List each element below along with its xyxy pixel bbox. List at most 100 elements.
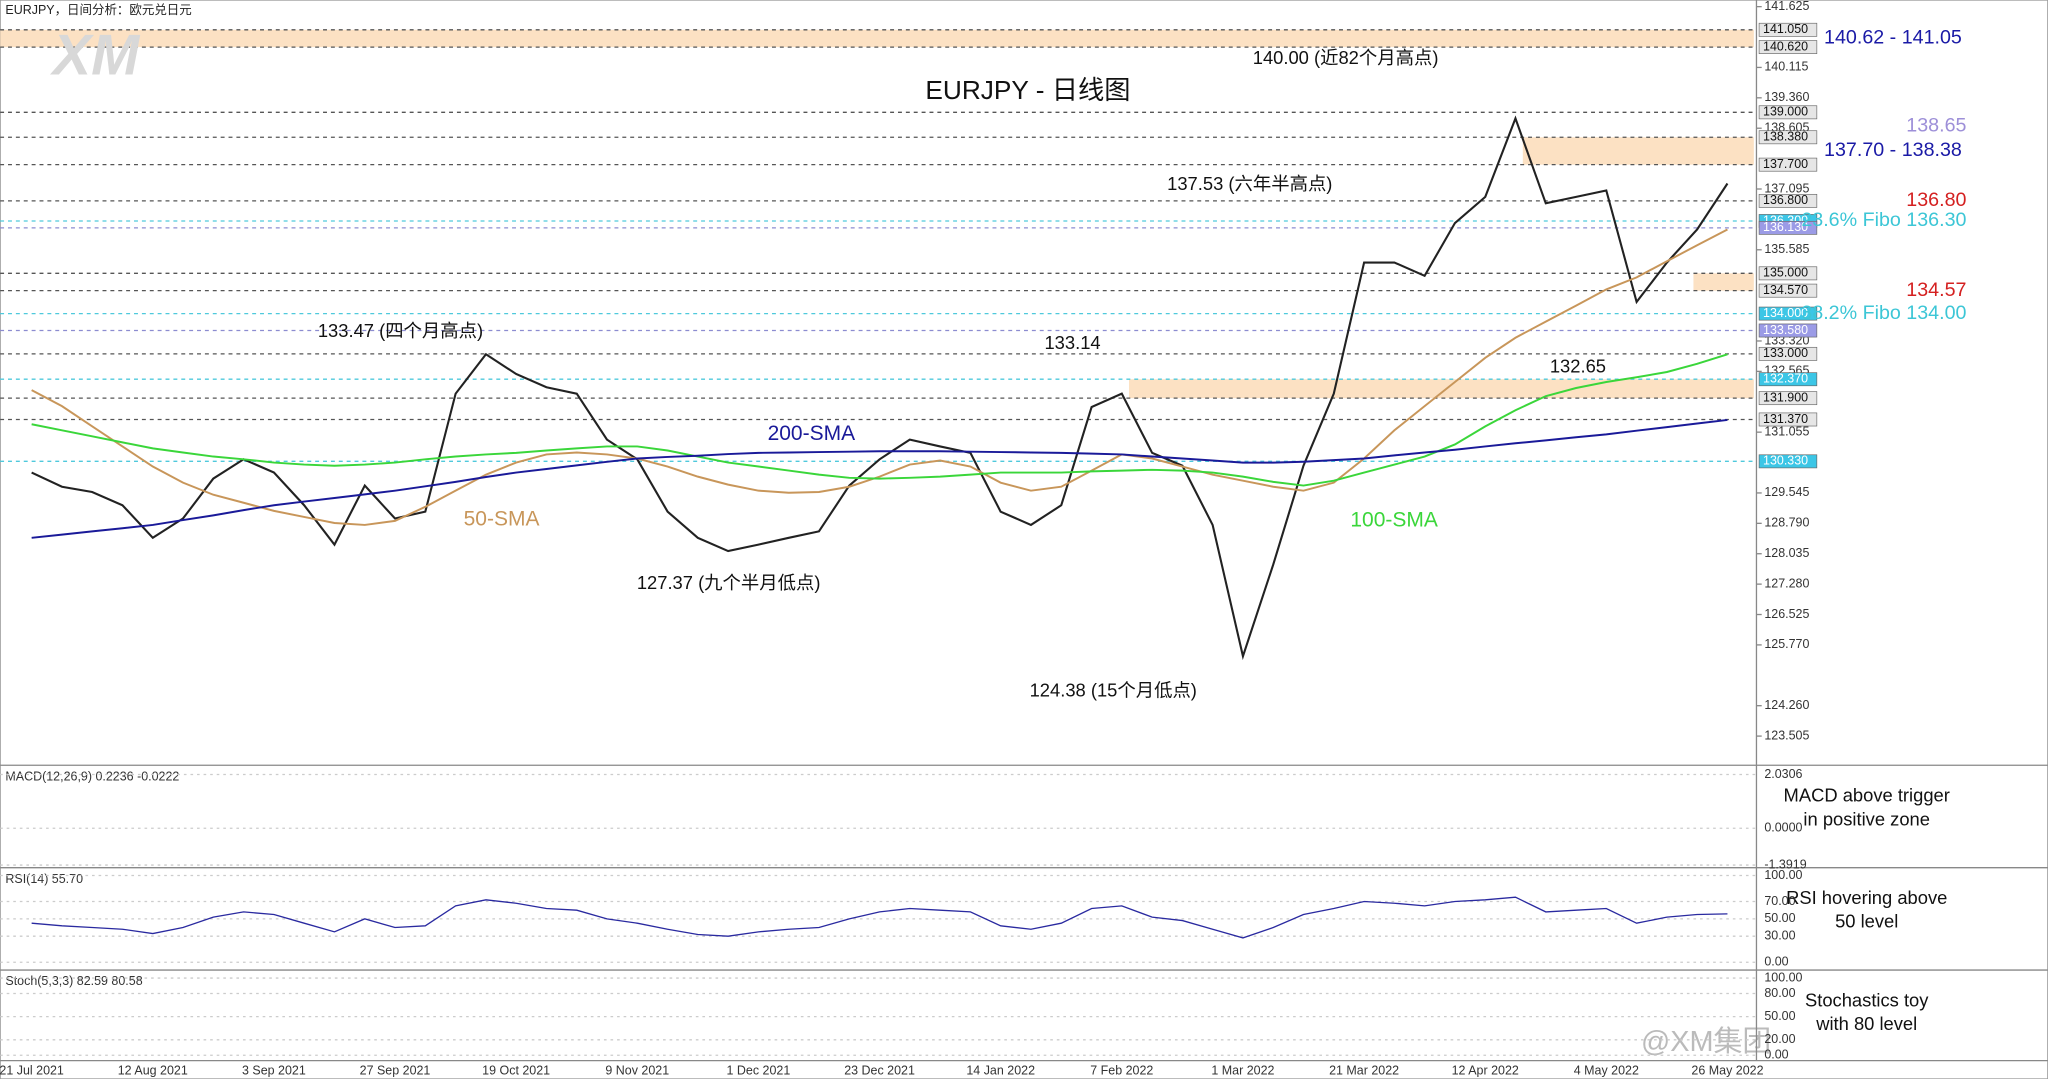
panel-note: with 80 level	[1815, 1013, 1917, 1034]
level-box	[1758, 391, 1818, 406]
series-label: 100-SMA	[1350, 509, 1438, 532]
series-line	[31, 418, 1728, 539]
panel-tick-label: 0.0000	[1764, 821, 1802, 835]
panel-tick-label: 20.00	[1764, 1032, 1795, 1046]
x-tick-label: 12 Apr 2022	[1452, 1063, 1519, 1077]
annotation: 124.38 (15个月低点)	[1030, 680, 1197, 701]
level-box	[1758, 157, 1818, 172]
level-note: 136.80	[1906, 189, 1966, 211]
y-tick-label: 131.055	[1764, 424, 1809, 438]
level-note: 23.6% Fibo 136.30	[1801, 209, 1966, 231]
logo: XM	[50, 23, 142, 87]
panel-tick-label: -1.3919	[1764, 857, 1806, 871]
x-tick-label: 14 Jan 2022	[966, 1063, 1035, 1077]
panel-tick-label: 50.00	[1764, 1009, 1795, 1023]
level-box	[1758, 346, 1818, 361]
x-tick-label: 3 Sep 2021	[242, 1063, 306, 1077]
level-box	[1758, 323, 1818, 338]
level-note: 134.57	[1906, 279, 1966, 301]
level-label: 132.370	[1763, 372, 1808, 386]
level-label: 136.130	[1763, 220, 1808, 234]
level-label: 134.000	[1763, 306, 1808, 320]
zone	[0, 29, 1754, 48]
x-tick-label: 21 Jul 2021	[0, 1063, 64, 1077]
y-tick-label: 128.790	[1764, 516, 1809, 530]
panel-tick-label: 50.00	[1764, 911, 1795, 925]
zone	[1522, 137, 1754, 165]
panel-note: RSI hovering above	[1786, 887, 1947, 908]
level-box	[1758, 130, 1818, 145]
panel-tick-label: 30.00	[1764, 929, 1795, 943]
y-tick-label: 128.035	[1764, 546, 1809, 560]
level-note: 138.65	[1906, 115, 1966, 137]
panel-tick-label: 100.00	[1764, 868, 1802, 882]
annotation: 133.47 (四个月高点)	[318, 320, 483, 341]
x-tick-label: 19 Oct 2021	[482, 1063, 550, 1077]
x-tick-label: 1 Dec 2021	[727, 1063, 791, 1077]
level-label: 131.900	[1763, 390, 1808, 404]
panel-note: in positive zone	[1803, 808, 1930, 829]
panel-label: MACD(12,26,9) 0.2236 -0.0222	[5, 769, 179, 783]
level-label: 131.370	[1763, 412, 1808, 426]
level-box	[1758, 220, 1818, 235]
level-label: 140.620	[1763, 39, 1808, 53]
level-label: 135.000	[1763, 266, 1808, 280]
panel-tick-label: 100.00	[1764, 970, 1802, 984]
level-label: 133.580	[1763, 323, 1808, 337]
y-tick-label: 126.525	[1764, 607, 1809, 621]
x-tick-label: 4 May 2022	[1574, 1063, 1639, 1077]
x-tick-label: 27 Sep 2021	[360, 1063, 431, 1077]
x-tick-label: 12 Aug 2021	[118, 1063, 188, 1077]
y-tick-label: 127.280	[1764, 576, 1809, 590]
panel-tick-label: 80.00	[1764, 986, 1795, 1000]
zone	[1693, 273, 1754, 291]
panel-note: MACD above trigger	[1784, 785, 1950, 806]
y-tick-label: 140.115	[1764, 60, 1808, 74]
level-label: 137.700	[1763, 157, 1808, 171]
y-tick-label: 141.625	[1764, 0, 1809, 13]
level-label: 136.800	[1763, 193, 1808, 207]
annotation: 140.00 (近82个月高点)	[1253, 47, 1439, 68]
panel-note: 50 level	[1835, 911, 1898, 932]
level-label: 133.000	[1763, 346, 1808, 360]
y-tick-label: 125.770	[1764, 637, 1809, 651]
x-tick-label: 26 May 2022	[1691, 1063, 1763, 1077]
y-tick-label: 137.095	[1764, 181, 1809, 195]
level-label: 134.570	[1763, 283, 1808, 297]
x-tick-label: 21 Mar 2022	[1329, 1063, 1399, 1077]
panel-note: Stochastics toy	[1805, 989, 1929, 1010]
panel-label: Stoch(5,3,3) 82.59 80.58	[5, 974, 142, 988]
x-tick-label: 23 Dec 2021	[844, 1063, 915, 1077]
level-box	[1758, 412, 1818, 427]
level-label: 130.330	[1763, 454, 1808, 468]
chart-title: EURJPY - 日线图	[925, 75, 1130, 105]
level-box	[1758, 40, 1818, 54]
panel-label: RSI(14) 55.70	[5, 872, 83, 886]
subtitle: EURJPY，日间分析：欧元兑日元	[5, 3, 191, 17]
level-box	[1758, 306, 1818, 321]
series-line	[31, 228, 1728, 526]
y-tick-label: 139.360	[1764, 90, 1809, 104]
level-box	[1758, 454, 1818, 469]
series-label: 50-SMA	[464, 507, 540, 530]
level-box	[1758, 193, 1818, 208]
y-tick-label: 124.260	[1764, 698, 1809, 712]
y-tick-label: 123.505	[1764, 728, 1809, 742]
annotation: 132.65	[1550, 355, 1606, 376]
zone	[1129, 379, 1754, 399]
y-tick-label: 135.585	[1764, 242, 1809, 256]
zone-label: 137.70 - 138.38	[1824, 139, 1962, 161]
panel-tick-label: 2.0306	[1764, 767, 1802, 781]
level-note: 38.2% Fibo 134.00	[1801, 302, 1966, 324]
x-tick-label: 9 Nov 2021	[605, 1063, 669, 1077]
x-tick-label: 7 Feb 2022	[1090, 1063, 1153, 1077]
panel-tick-label: 0.00	[1764, 1048, 1788, 1062]
y-tick-label: 129.545	[1764, 485, 1809, 499]
annotation: 133.14	[1044, 332, 1100, 353]
series-line	[31, 353, 1728, 487]
annotation: 127.37 (九个半月低点)	[637, 572, 821, 593]
panel-tick-label: 0.00	[1764, 955, 1788, 969]
panel-tick-label: 70.00	[1764, 894, 1795, 908]
